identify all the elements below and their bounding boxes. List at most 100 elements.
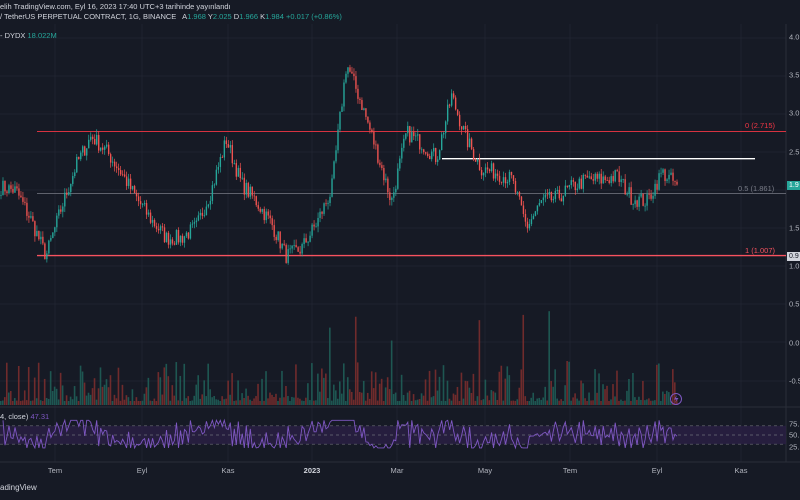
volume-bar: [317, 373, 319, 405]
candle-body: [586, 175, 588, 178]
candle-body: [590, 176, 592, 180]
volume-legend[interactable]: - DYDX 18.022M: [0, 31, 57, 40]
candle-body: [357, 88, 359, 99]
candle-body: [421, 149, 423, 151]
candle-body: [345, 73, 347, 83]
volume-bar: [500, 365, 503, 405]
volume-bar: [277, 401, 279, 405]
price-axis-label: -0.5: [789, 376, 800, 386]
volume-bar: [588, 392, 590, 405]
symbol-title[interactable]: / TetherUS PERPETUAL CONTRACT, 1G, BINAN…: [0, 12, 177, 21]
volume-bar: [668, 392, 670, 405]
volume-bar: [255, 396, 257, 405]
rsi-legend[interactable]: 4, close) 47.31: [0, 412, 49, 421]
candle-body: [373, 131, 375, 145]
candle-body: [628, 187, 630, 195]
volume-bar: [414, 400, 417, 405]
candle-body: [474, 159, 477, 162]
candle-body: [115, 166, 118, 169]
candle-body: [179, 235, 182, 243]
volume-bar: [648, 398, 650, 405]
volume-bar: [494, 392, 497, 405]
candle-body: [167, 232, 170, 245]
volume-bar: [19, 400, 22, 405]
candle-body: [612, 176, 614, 182]
candle-body: [466, 129, 469, 148]
volume-bar: [644, 400, 646, 405]
volume-bar: [398, 400, 401, 405]
candle-body: [36, 230, 38, 237]
candle-body: [299, 251, 301, 254]
candle-body: [317, 217, 319, 227]
price-axis-label: 0.0: [789, 338, 800, 348]
volume-bar: [652, 400, 654, 405]
grid: [0, 24, 800, 463]
candle-body: [28, 215, 30, 218]
tradingview-watermark[interactable]: adingView: [0, 483, 37, 492]
symbol-line: / TetherUS PERPETUAL CONTRACT, 1G, BINAN…: [0, 12, 342, 21]
volume-bar: [404, 400, 407, 405]
volume-bar: [464, 380, 467, 405]
volume-bar: [333, 384, 335, 405]
volume-bar: [299, 398, 301, 405]
candle-body: [658, 173, 660, 190]
volume-bar: [650, 400, 652, 405]
volume-bar: [289, 400, 291, 405]
candle-body: [532, 215, 535, 220]
candle-body: [107, 144, 110, 155]
candle-body: [76, 156, 78, 173]
candle-body: [472, 149, 475, 160]
candle-body: [283, 243, 285, 245]
volume-bar: [604, 389, 606, 405]
candle-body: [221, 157, 224, 158]
candle-body: [42, 236, 44, 244]
candle-body: [614, 170, 616, 182]
close-value: 1.984: [265, 12, 284, 21]
volume-bar: [602, 384, 604, 405]
volume-bar: [424, 379, 427, 405]
volume-bar: [181, 400, 184, 405]
candle-body: [522, 205, 525, 214]
candle-body: [401, 147, 403, 159]
volume-bar: [297, 397, 299, 405]
volume-bar: [566, 361, 568, 405]
volume-bar: [245, 388, 247, 405]
candle-body: [263, 209, 265, 221]
volume-bar: [295, 364, 297, 405]
volume-bar: [61, 385, 64, 405]
candle-body: [267, 211, 269, 216]
fib-level-label: 0 (2.715): [745, 121, 776, 131]
volume-bar: [378, 383, 381, 405]
candle-body: [315, 226, 317, 228]
volume-bar: [442, 365, 445, 405]
fib1-price-tag: 0.9: [787, 251, 800, 261]
volume-bar: [342, 363, 345, 405]
candle-body: [480, 170, 483, 176]
candle-body: [121, 174, 124, 176]
volume-bar: [418, 399, 421, 405]
candle-body: [183, 236, 186, 243]
candle-body: [470, 138, 473, 150]
volume-bar: [331, 400, 333, 405]
volume-bar: [229, 394, 231, 405]
candle-body: [251, 186, 253, 196]
alert-button[interactable]: [670, 393, 682, 405]
volume-bar: [392, 394, 395, 405]
candle-body: [209, 200, 212, 205]
candle-body: [311, 224, 313, 236]
volume-bar: [123, 399, 126, 405]
volume-bar: [454, 394, 457, 405]
candle-body: [502, 177, 505, 183]
candle-body: [365, 108, 367, 117]
volume-bar: [131, 389, 134, 405]
volume-bar: [107, 387, 110, 405]
candle-body: [111, 161, 114, 163]
volume-bar: [608, 401, 610, 405]
candle-body: [381, 165, 383, 169]
candle-body: [231, 145, 234, 164]
lightning-icon: [674, 395, 679, 403]
volume-bar: [450, 400, 453, 405]
candle-body: [512, 175, 515, 181]
volume-bar: [93, 378, 96, 405]
